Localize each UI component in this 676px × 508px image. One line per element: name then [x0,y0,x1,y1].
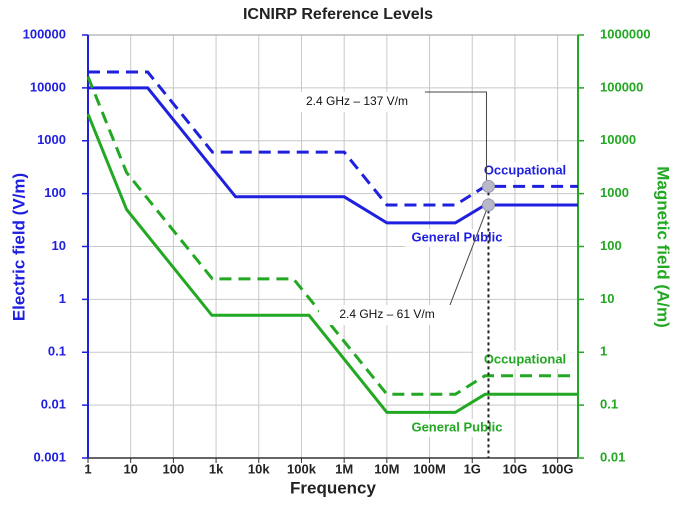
y2-tick-label: 100000 [600,79,643,94]
x-tick-label: 1 [84,461,91,476]
y-tick-label: 10000 [30,79,66,94]
series-label: Occupational [484,351,566,366]
x-tick-label: 10M [374,461,399,476]
y2-tick-label: 10000 [600,132,636,147]
annotation-text: 2.4 GHz – 137 V/m [306,94,408,108]
series-label-bg [473,351,577,369]
x-tick-label: 1k [209,461,224,476]
y2-tick-label: 1000000 [600,26,651,41]
annotation-point [481,179,495,193]
y2-tick-label: 10 [600,291,614,306]
y2-tick-label: 0.01 [600,449,625,464]
series-label-bg [473,162,577,180]
y2-tick-label: 100 [600,238,622,253]
series-line [86,76,578,396]
y-tick-label: 0.1 [48,344,66,359]
series-label: General Public [411,229,502,244]
y2-tick-label: 1000 [600,185,629,200]
x-tick-label: 10 [123,461,137,476]
series-label: General Public [411,419,502,434]
series-label-bg [405,229,509,247]
annotation-point [481,198,495,212]
y2-axis-label: Magnetic field (A/m) [654,166,673,328]
annotation-leader [444,204,489,319]
x-tick-label: 10k [248,461,270,476]
series-line [88,70,578,207]
series-line [88,86,578,225]
x-tick-label: 10G [503,461,528,476]
y2-tick-label: 0.1 [600,397,618,412]
chart-title: ICNIRP Reference Levels [243,6,433,23]
y-tick-label: 1 [59,291,66,306]
annotation-box [319,305,455,325]
x-tick-label: 1M [335,461,353,476]
x-tick-label: 100G [542,461,574,476]
x-axis-label: Frequency [290,478,377,497]
series-label-bg [405,419,509,437]
annotation-text: 2.4 GHz – 61 V/m [339,307,434,321]
y-axis-label: Electric field (V/m) [9,173,28,321]
series-line [86,113,578,414]
y-tick-label: 100 [44,185,66,200]
x-tick-label: 100 [163,461,185,476]
annotation-leader [425,91,487,187]
series-label: Occupational [484,162,566,177]
y-tick-label: 0.001 [33,449,66,464]
x-tick-label: 100M [413,461,446,476]
y-tick-label: 100000 [23,26,66,41]
x-tick-label: 1G [464,461,481,476]
y2-tick-label: 1 [600,344,607,359]
x-tick-label: 100k [287,461,317,476]
annotation-box [289,92,425,112]
y-tick-label: 1000 [37,132,66,147]
y-tick-label: 10 [52,238,66,253]
y-tick-label: 0.01 [41,397,66,412]
